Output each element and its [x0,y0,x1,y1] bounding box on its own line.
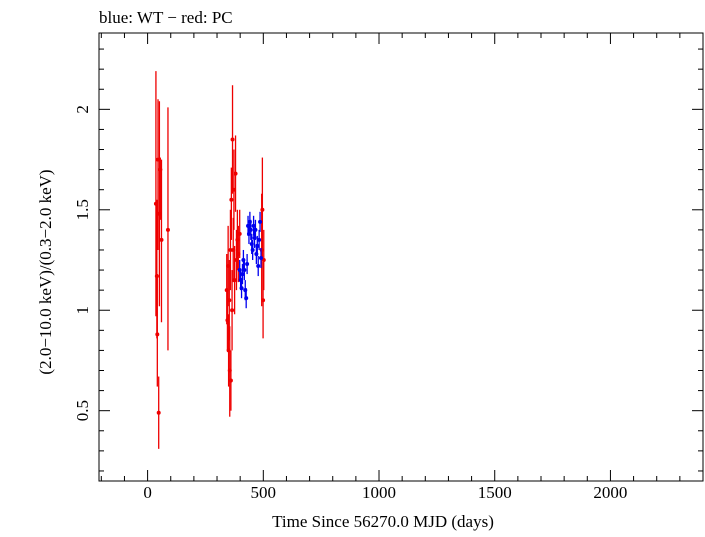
data-point [227,298,232,303]
x-tick-label: 0 [143,483,152,502]
x-tick-label: 2000 [593,483,627,502]
x-axis-label: Time Since 56270.0 MJD (days) [272,512,494,531]
data-point [230,308,235,313]
data-point [250,247,255,252]
data-point [155,332,160,337]
series-PC [153,71,266,449]
data-point [156,410,161,415]
data-point [261,258,266,263]
data-point [228,247,233,252]
x-tick-label: 1500 [478,483,512,502]
data-point [260,207,265,212]
data-point [244,296,249,301]
data-point [246,231,251,236]
y-tick-label: 0.5 [73,400,92,421]
data-point [233,171,238,176]
data-point [237,231,242,236]
data-point [253,227,258,232]
data-point [245,262,250,267]
data-point [258,219,263,224]
axis-tick-labels: 0 500 1000 1500 2000 0.5 1 1.5 2 [73,105,627,502]
data-point [259,247,264,252]
data-point [228,378,233,383]
data-point [165,227,170,232]
x-tick-label: 1000 [362,483,396,502]
axis-ticks [99,33,704,481]
data-point [258,256,263,261]
data-point [248,227,253,232]
x-tick-label: 500 [251,483,277,502]
y-tick-label: 1.5 [73,199,92,220]
data-point [239,286,244,291]
y-axis-label: (2.0−10.0 keV)/(0.3−2.0 keV) [36,169,55,374]
data-point [229,197,234,202]
series-WT [237,211,263,309]
data-point [230,137,235,142]
plot-frame [98,32,704,482]
data-point [242,268,247,273]
y-tick-label: 2 [73,105,92,114]
data-marks [153,71,266,449]
data-point [232,278,237,283]
chart-title: blue: WT − red: PC [99,8,233,27]
data-point [261,298,266,303]
data-point [240,272,245,277]
y-tick-label: 1 [73,306,92,315]
data-point [251,223,256,228]
data-point [256,264,261,269]
data-point [257,237,262,242]
data-point [159,237,164,242]
data-point [255,243,260,248]
